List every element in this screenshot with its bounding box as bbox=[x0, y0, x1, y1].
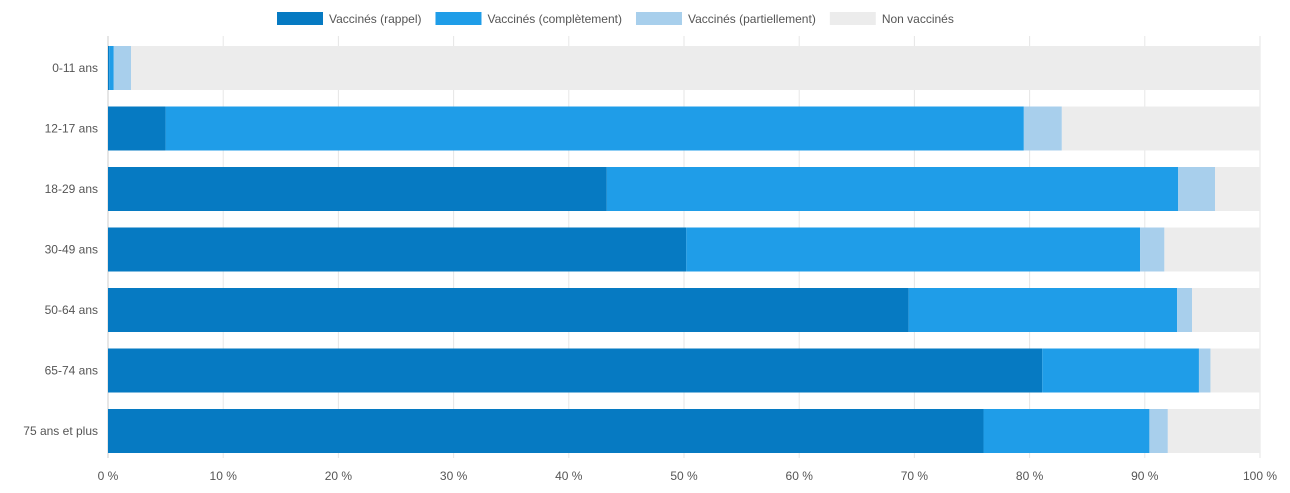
category-label: 0-11 ans bbox=[52, 61, 98, 75]
bar-segment[interactable] bbox=[908, 288, 1178, 332]
legend-swatch bbox=[829, 12, 876, 25]
category-label: 18-29 ans bbox=[45, 182, 98, 196]
bar-segment[interactable] bbox=[1061, 106, 1260, 151]
legend-label[interactable]: Non vaccinés bbox=[882, 12, 954, 26]
x-tick-label: 20 % bbox=[325, 469, 353, 483]
category-label: 12-17 ans bbox=[45, 122, 98, 136]
x-tick-label: 0 % bbox=[98, 469, 119, 483]
bar-segment[interactable] bbox=[983, 409, 1150, 453]
legend-label[interactable]: Vaccinés (rappel) bbox=[329, 12, 421, 26]
x-tick-label: 10 % bbox=[210, 469, 238, 483]
x-tick-label: 60 % bbox=[786, 469, 814, 483]
bar-segment[interactable] bbox=[108, 106, 166, 151]
bar-segment[interactable] bbox=[1178, 167, 1216, 211]
bar-segment[interactable] bbox=[1192, 288, 1260, 332]
bar-segment[interactable] bbox=[1210, 348, 1260, 393]
x-tick-label: 80 % bbox=[1016, 469, 1044, 483]
bar-segment[interactable] bbox=[131, 46, 1260, 90]
bar-segment[interactable] bbox=[1215, 167, 1260, 211]
bar-segment[interactable] bbox=[108, 167, 607, 211]
x-tick-label: 40 % bbox=[555, 469, 583, 483]
category-labels: 0-11 ans 12-17 ans 18-29 ans 30-49 ans 50-64… bbox=[23, 61, 98, 438]
x-tick-label: 90 % bbox=[1131, 469, 1159, 483]
x-tick-label: 100 % bbox=[1243, 469, 1277, 483]
bar-segment[interactable] bbox=[686, 227, 1141, 272]
category-label: 50-64 ans bbox=[45, 303, 98, 317]
x-tick-label: 50 % bbox=[670, 469, 698, 483]
x-axis-ticks: 0 % 10 % 20 % 30 % 40 % 50 % 60 % 70 % 80 % 90 % 1… bbox=[98, 469, 1278, 483]
bar-segment[interactable] bbox=[108, 227, 687, 272]
bar-segment[interactable] bbox=[1149, 409, 1168, 453]
category-label: 65-74 ans bbox=[45, 364, 98, 378]
legend-swatch bbox=[635, 12, 682, 25]
x-tick-label: 30 % bbox=[440, 469, 468, 483]
legend-label[interactable]: Vaccinés (complètement) bbox=[487, 12, 622, 26]
bar-segment[interactable] bbox=[108, 46, 110, 90]
bar-segment[interactable] bbox=[1177, 288, 1193, 332]
legend-label[interactable]: Vaccinés (partiellement) bbox=[688, 12, 816, 26]
bar-segment[interactable] bbox=[165, 106, 1024, 151]
bar-segment[interactable] bbox=[108, 348, 1043, 393]
bar-segment[interactable] bbox=[109, 46, 114, 90]
bar-segment[interactable] bbox=[108, 288, 909, 332]
bar-segment[interactable] bbox=[1042, 348, 1199, 393]
category-label: 30-49 ans bbox=[45, 243, 98, 257]
bars bbox=[108, 46, 1260, 453]
x-tick-label: 70 % bbox=[901, 469, 929, 483]
bar-segment[interactable] bbox=[1167, 409, 1260, 453]
legend-swatch bbox=[277, 12, 323, 25]
category-label: 75 ans et plus bbox=[23, 424, 98, 438]
bar-segment[interactable] bbox=[113, 46, 132, 90]
bar-segment[interactable] bbox=[1198, 348, 1211, 393]
legend-swatch bbox=[435, 12, 482, 25]
bar-segment[interactable] bbox=[108, 409, 984, 453]
bar-segment[interactable] bbox=[1164, 227, 1260, 272]
bar-segment[interactable] bbox=[606, 167, 1179, 211]
bar-segment[interactable] bbox=[1023, 106, 1062, 151]
bar-segment[interactable] bbox=[1140, 227, 1165, 272]
legend: Vaccinés (rappel) Vaccinés (complètement)… bbox=[277, 12, 954, 26]
